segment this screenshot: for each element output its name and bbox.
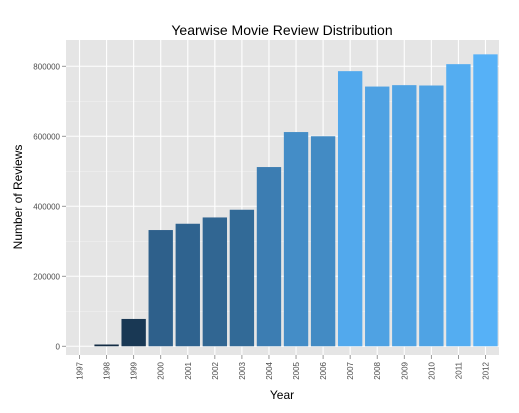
y-tick-label: 600000: [33, 132, 60, 141]
chart-title: Yearwise Movie Review Distribution: [171, 22, 392, 38]
bar-2007: [337, 71, 363, 347]
x-tick-label: 2012: [481, 361, 490, 379]
bar-2010: [419, 85, 444, 347]
x-tick-label: 2009: [400, 361, 409, 379]
bar-2003: [229, 209, 255, 347]
x-tick-label: 1998: [103, 361, 112, 379]
x-axis-title: Year: [270, 388, 294, 402]
y-axis-title: Number of Reviews: [11, 145, 25, 250]
x-axis-ticks: 1997 1998 1999 2000 2001 2002 2003 2004 2005 2006…: [76, 355, 490, 380]
y-tick-label: 800000: [33, 62, 60, 71]
x-tick-label: 2010: [427, 361, 436, 379]
x-tick-label: 2011: [454, 361, 463, 379]
bar-2005: [283, 132, 309, 347]
bar-2000: [148, 230, 173, 347]
bar-2004: [256, 167, 282, 347]
bars: [94, 54, 498, 347]
y-axis-ticks: 0 200000 400000 600000 800000: [33, 62, 66, 351]
y-tick-label: 400000: [33, 202, 60, 211]
x-tick-label: 2002: [211, 361, 220, 379]
bar-1998: [94, 344, 119, 347]
x-tick-label: 2001: [184, 361, 193, 379]
bar-2008: [365, 86, 390, 347]
bar-2002: [202, 217, 228, 347]
x-tick-label: 2005: [292, 361, 301, 379]
x-tick-label: 2004: [265, 361, 274, 379]
x-tick-label: 2000: [157, 361, 166, 379]
bar-2011: [446, 64, 471, 347]
x-tick-label: 2008: [373, 361, 382, 379]
bar-2012: [473, 54, 498, 347]
y-tick-label: 200000: [33, 272, 60, 281]
bar-1999: [121, 318, 146, 347]
bar-2001: [175, 223, 200, 347]
x-tick-label: 2003: [238, 361, 247, 379]
x-tick-label: 2006: [319, 361, 328, 379]
y-tick-label: 0: [56, 342, 61, 351]
x-tick-label: 2007: [346, 361, 355, 379]
bar-2009: [392, 85, 417, 347]
x-tick-label: 1999: [130, 361, 139, 379]
x-tick-label: 1997: [76, 361, 85, 379]
bar-2006: [310, 136, 336, 347]
